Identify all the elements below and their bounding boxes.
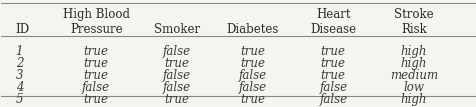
Text: false: false <box>162 45 190 58</box>
Text: high: high <box>400 57 426 70</box>
Text: Smoker: Smoker <box>153 23 199 36</box>
Text: true: true <box>320 45 345 58</box>
Text: high: high <box>400 45 426 58</box>
Text: true: true <box>240 57 265 70</box>
Text: true: true <box>240 45 265 58</box>
Text: false: false <box>82 81 110 94</box>
Text: true: true <box>240 93 265 106</box>
Text: medium: medium <box>389 69 437 82</box>
Text: 5: 5 <box>16 93 23 106</box>
Text: 2: 2 <box>16 57 23 70</box>
Text: true: true <box>164 93 189 106</box>
Text: false: false <box>162 81 190 94</box>
Text: false: false <box>162 69 190 82</box>
Text: 1: 1 <box>16 45 23 58</box>
Text: Pressure: Pressure <box>70 23 122 36</box>
Text: true: true <box>320 57 345 70</box>
Text: Risk: Risk <box>400 23 426 36</box>
Text: true: true <box>84 57 109 70</box>
Text: 3: 3 <box>16 69 23 82</box>
Text: Heart: Heart <box>316 8 350 21</box>
Text: false: false <box>238 69 266 82</box>
Text: false: false <box>318 93 347 106</box>
Text: true: true <box>84 69 109 82</box>
Text: Stroke: Stroke <box>393 8 433 21</box>
Text: ID: ID <box>16 23 30 36</box>
Text: 4: 4 <box>16 81 23 94</box>
Text: high: high <box>400 93 426 106</box>
Text: false: false <box>318 81 347 94</box>
Text: true: true <box>84 45 109 58</box>
Text: true: true <box>164 57 189 70</box>
Text: High Blood: High Blood <box>63 8 129 21</box>
Text: Diabetes: Diabetes <box>226 23 278 36</box>
Text: Disease: Disease <box>309 23 356 36</box>
Text: true: true <box>84 93 109 106</box>
Text: low: low <box>403 81 424 94</box>
Text: false: false <box>238 81 266 94</box>
Text: true: true <box>320 69 345 82</box>
